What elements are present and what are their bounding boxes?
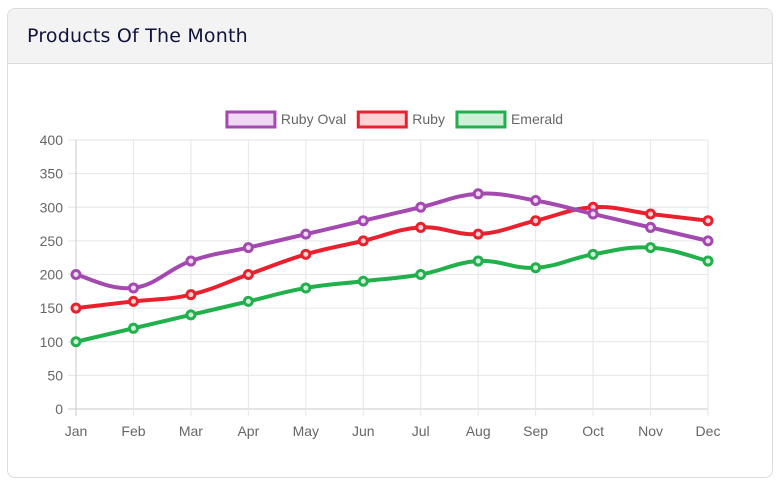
x-tick-label: Dec	[696, 423, 721, 439]
data-point[interactable]	[70, 302, 82, 314]
data-point[interactable]	[645, 242, 657, 254]
data-point[interactable]	[70, 269, 82, 280]
data-point[interactable]	[530, 195, 542, 207]
x-tick-label: Oct	[582, 423, 604, 439]
series-line	[74, 205, 710, 311]
y-tick-label: 400	[40, 132, 64, 148]
legend-item[interactable]: Ruby Oval	[225, 110, 346, 129]
data-point[interactable]	[645, 221, 657, 233]
axes: 0 50 100 150 200 250 300 350 400 Jan Feb Mar Apr May J…	[40, 132, 721, 439]
data-point[interactable]	[472, 228, 484, 240]
data-point[interactable]	[185, 255, 197, 267]
x-tick-label: Apr	[237, 423, 259, 439]
x-tick-label: Feb	[121, 423, 145, 439]
y-tick-label: 150	[40, 300, 64, 316]
data-point[interactable]	[587, 248, 599, 260]
x-tick-label: Nov	[638, 423, 663, 439]
legend: Ruby Oval Ruby Emerald	[225, 110, 563, 129]
data-point[interactable]	[300, 248, 312, 260]
legend-label: Ruby Oval	[281, 111, 346, 127]
data-point[interactable]	[530, 215, 542, 227]
series-lines	[70, 188, 714, 348]
card-title: Products Of The Month	[27, 25, 248, 47]
data-point[interactable]	[357, 215, 369, 227]
data-point[interactable]	[300, 228, 312, 240]
data-point[interactable]	[702, 255, 714, 267]
series-line	[74, 245, 710, 344]
data-point[interactable]	[702, 215, 714, 227]
data-point[interactable]	[702, 235, 714, 247]
data-point[interactable]	[300, 282, 312, 294]
data-point[interactable]	[185, 289, 197, 301]
data-point[interactable]	[127, 282, 139, 294]
legend-swatch	[356, 110, 408, 129]
legend-item[interactable]: Emerald	[455, 110, 563, 129]
data-point[interactable]	[587, 208, 599, 220]
data-point[interactable]	[415, 269, 427, 280]
x-tick-label: May	[293, 423, 319, 439]
x-tick-label: Aug	[466, 423, 491, 439]
data-point[interactable]	[70, 336, 82, 348]
data-point[interactable]	[127, 295, 139, 307]
legend-swatch	[455, 110, 507, 129]
x-tick-label: Sep	[523, 423, 548, 439]
data-point[interactable]	[645, 208, 657, 220]
series-ruby	[70, 201, 714, 314]
data-point[interactable]	[357, 235, 369, 247]
data-point[interactable]	[357, 275, 369, 287]
data-point[interactable]	[242, 295, 254, 307]
data-point[interactable]	[242, 242, 254, 254]
card-header: Products Of The Month	[8, 9, 772, 64]
y-tick-label: 250	[40, 233, 64, 249]
y-tick-label: 350	[40, 166, 64, 182]
data-point[interactable]	[415, 201, 427, 213]
y-tick-label: 50	[47, 367, 63, 383]
y-tick-label: 0	[55, 401, 63, 417]
data-point[interactable]	[127, 322, 139, 334]
data-point[interactable]	[185, 309, 197, 321]
x-tick-label: Jun	[352, 423, 375, 439]
y-tick-label: 300	[40, 199, 64, 215]
x-tick-label: Jul	[412, 423, 430, 439]
products-card: Products Of The Month 0 50 100 150 200 250 300…	[7, 8, 773, 478]
series-emerald	[70, 242, 714, 348]
x-tick-label: Jan	[65, 423, 88, 439]
data-point[interactable]	[530, 262, 542, 274]
data-point[interactable]	[472, 188, 484, 200]
data-point[interactable]	[472, 255, 484, 267]
data-point[interactable]	[242, 269, 254, 280]
legend-label: Emerald	[511, 111, 563, 127]
y-tick-label: 200	[40, 267, 64, 283]
line-chart: 0 50 100 150 200 250 300 350 400 Jan Feb Mar Apr May J…	[40, 110, 721, 439]
y-tick-label: 100	[40, 334, 64, 350]
legend-swatch	[225, 110, 277, 129]
legend-item[interactable]: Ruby	[356, 110, 445, 129]
legend-label: Ruby	[412, 111, 445, 127]
series-ruby-oval	[70, 188, 714, 294]
data-point[interactable]	[415, 221, 427, 233]
x-tick-label: Mar	[179, 423, 203, 439]
